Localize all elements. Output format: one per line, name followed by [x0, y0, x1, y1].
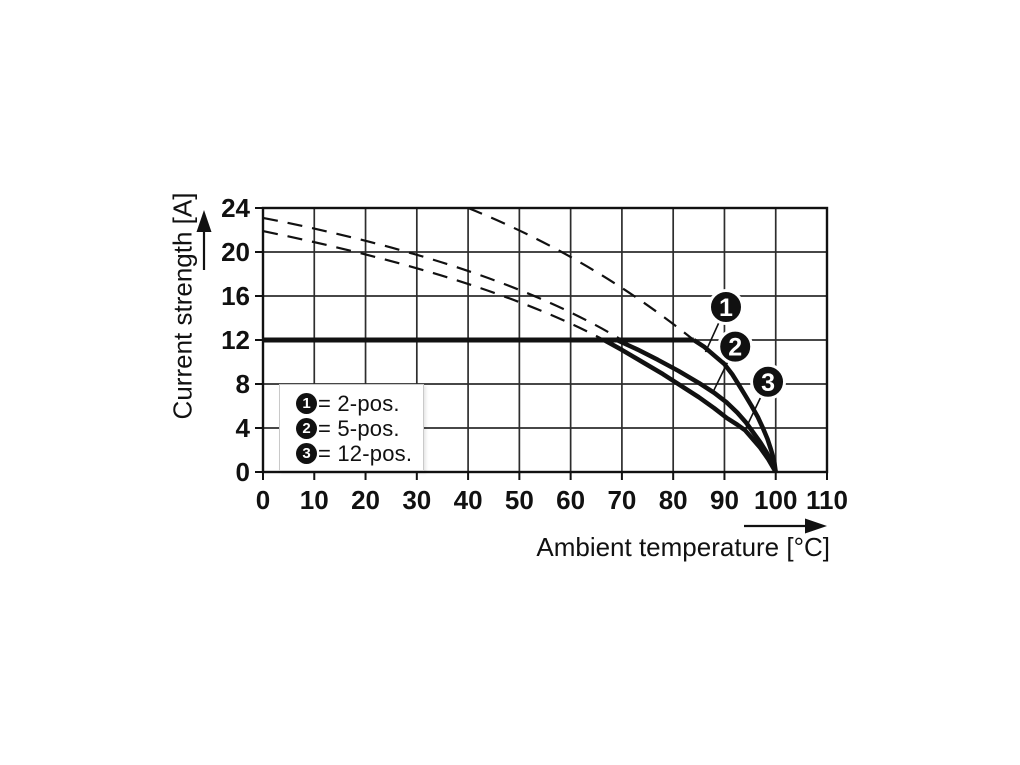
series-dashed-1: [467, 206, 695, 341]
y-tick-label: 20: [221, 237, 250, 267]
series-curve-2: [615, 337, 778, 473]
y-axis-arrowhead-icon: [196, 210, 212, 232]
legend-marker-3-icon: 3: [296, 443, 317, 464]
x-tick-label: 30: [402, 485, 431, 515]
callout-marker-2: [717, 328, 754, 365]
series-dashed-3: [262, 230, 605, 341]
axis-arrows: [196, 210, 827, 534]
legend-item-label: = 5-pos.: [318, 415, 400, 441]
x-tick-label: 100: [754, 485, 797, 515]
x-tick-label: 80: [659, 485, 688, 515]
x-tick-label: 10: [300, 485, 329, 515]
y-tick-label: 24: [221, 193, 250, 223]
series: [262, 206, 778, 474]
y-tick-label: 8: [236, 369, 250, 399]
x-tick-label: 20: [351, 485, 380, 515]
legend-item-2pos: 1 = 2-pos.: [296, 391, 423, 416]
series-curve-1: [692, 338, 778, 473]
y-tick-label: 16: [221, 281, 250, 311]
callout-marker-3: [750, 363, 787, 400]
callout-marker-number: 1: [719, 294, 733, 322]
callout-marker-1: [707, 289, 744, 325]
legend-box: 1 = 2-pos. 2 = 5-pos. 3 = 12-pos.: [279, 384, 424, 471]
legend-marker-1-icon: 1: [296, 393, 317, 414]
series-dashed-2: [262, 216, 623, 341]
x-tick-label: 110: [806, 485, 848, 515]
legend-item-label: = 12-pos.: [318, 440, 413, 466]
x-tick-label: 60: [556, 485, 585, 515]
x-tick-label: 0: [256, 485, 270, 515]
x-tick-label: 40: [454, 485, 483, 515]
x-axis-arrowhead-icon: [805, 518, 827, 534]
y-tick-label: 0: [236, 457, 250, 487]
x-tick-label: 50: [505, 485, 534, 515]
x-axis-title: Ambient temperature [°C]: [536, 532, 830, 562]
callout-markers: 1 23: [704, 289, 787, 431]
legend-item-12pos: 3 = 12-pos.: [296, 441, 423, 466]
callout-marker-number: 3: [761, 369, 775, 397]
legend-item-label: = 2-pos.: [318, 390, 400, 416]
y-tick-label: 4: [236, 413, 251, 443]
y-axis-title: Current strength [A]: [167, 192, 198, 420]
legend-item-5pos: 2 = 5-pos.: [296, 416, 423, 441]
y-tick-label: 12: [221, 325, 250, 355]
callout-marker-number: 2: [728, 334, 742, 362]
series-curve-3: [602, 338, 778, 474]
legend-marker-2-icon: 2: [296, 418, 317, 439]
x-tick-label: 90: [710, 485, 739, 515]
x-tick-label: 70: [607, 485, 636, 515]
